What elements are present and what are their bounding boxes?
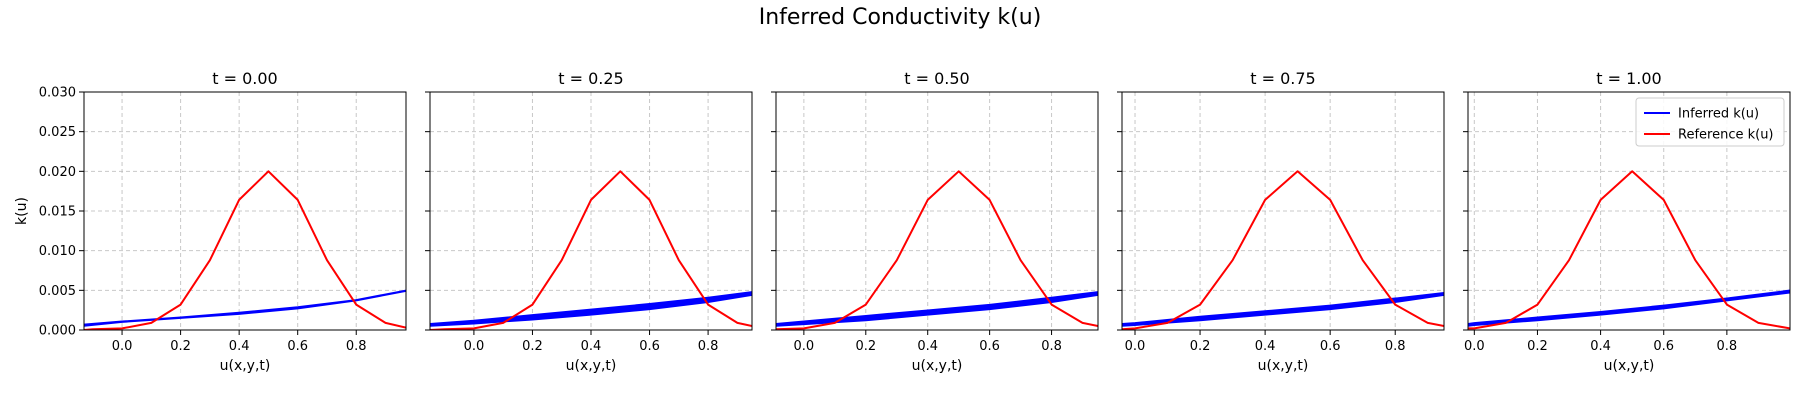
x-axis-label: u(x,y,t) xyxy=(566,358,617,374)
x-tick-label: 0.6 xyxy=(639,339,660,354)
series-inferred-band xyxy=(1122,291,1444,327)
x-tick-label: 0.4 xyxy=(581,339,602,354)
y-tick-label: 0.030 xyxy=(39,86,76,101)
series-group xyxy=(430,170,752,330)
y-tick-label: 0.015 xyxy=(39,205,76,220)
panel-4: 0.0 0.2 0.4 0.6 0.8 t = 1.00 u(x,y,t) Inferred … xyxy=(1463,69,1791,374)
y-tick-label: 0.005 xyxy=(39,284,76,299)
x-tick-label: 0.6 xyxy=(979,339,1000,354)
series-inferred-band xyxy=(84,289,406,327)
x-tick-label: 0.6 xyxy=(287,339,308,354)
x-tick-label: 0.2 xyxy=(855,339,876,354)
x-tick-label: 0.8 xyxy=(1717,339,1738,354)
x-tick-label: 0.8 xyxy=(698,339,719,354)
panel-title: t = 1.00 xyxy=(1596,69,1661,88)
series-reference-line xyxy=(430,170,752,330)
series-group xyxy=(776,170,1098,330)
legend: Inferred k(u) Reference k(u) xyxy=(1635,97,1785,147)
legend-box xyxy=(1635,97,1785,147)
x-tick-label: 0.4 xyxy=(917,339,938,354)
panel-1: 0.0 0.2 0.4 0.6 0.8 t = 0.25 u(x,y,t) xyxy=(425,69,753,374)
x-tick-label: 0.8 xyxy=(1041,339,1062,354)
x-axis-label: u(x,y,t) xyxy=(1258,358,1309,374)
series-reference-line xyxy=(776,170,1098,330)
legend-label: Reference k(u) xyxy=(1678,128,1774,143)
panel-3: 0.0 0.2 0.4 0.6 0.8 t = 0.75 u(x,y,t) xyxy=(1117,69,1445,374)
x-tick-label: 0.8 xyxy=(1385,339,1406,354)
series-reference-line xyxy=(1122,170,1444,330)
x-tick-label: 0.2 xyxy=(522,339,543,354)
series-reference-line xyxy=(1468,170,1790,330)
series-group xyxy=(1122,170,1444,330)
x-tick-label: 0.4 xyxy=(229,339,250,354)
series-reference-line xyxy=(84,170,406,330)
x-tick-label: 0.0 xyxy=(1125,339,1146,354)
series-group xyxy=(84,170,406,330)
x-tick-label: 0.2 xyxy=(170,339,191,354)
x-tick-label: 0.0 xyxy=(1464,339,1485,354)
panel-title: t = 0.00 xyxy=(212,69,277,88)
series-inferred-band xyxy=(776,291,1098,327)
y-tick-label: 0.010 xyxy=(39,244,76,259)
panel-0: 0.0 0.2 0.4 0.6 0.8 0.000 0.005 0.010 0.015 0.020… xyxy=(14,69,407,374)
x-tick-label: 0.2 xyxy=(1527,339,1548,354)
panel-2: 0.0 0.2 0.4 0.6 0.8 t = 0.50 u(x,y,t) xyxy=(771,69,1099,374)
x-tick-label: 0.6 xyxy=(1653,339,1674,354)
y-tick-label: 0.000 xyxy=(39,324,76,339)
x-tick-label: 0.4 xyxy=(1255,339,1276,354)
x-tick-label: 0.0 xyxy=(112,339,133,354)
panel-title: t = 0.50 xyxy=(904,69,969,88)
panel-title: t = 0.75 xyxy=(1250,69,1315,88)
x-tick-label: 0.8 xyxy=(346,339,367,354)
x-axis-label: u(x,y,t) xyxy=(220,358,271,374)
series-inferred-band xyxy=(1468,289,1790,327)
panel-title: t = 0.25 xyxy=(558,69,623,88)
x-tick-label: 0.4 xyxy=(1590,339,1611,354)
x-tick-label: 0.2 xyxy=(1190,339,1211,354)
grid xyxy=(776,91,1098,331)
y-tick-label: 0.025 xyxy=(39,125,76,140)
x-tick-label: 0.6 xyxy=(1320,339,1341,354)
legend-label: Inferred k(u) xyxy=(1678,107,1759,122)
panels: 0.0 0.2 0.4 0.6 0.8 0.000 0.005 0.010 0.015 0.020… xyxy=(14,69,1791,374)
series-group xyxy=(1468,170,1790,330)
x-axis-label: u(x,y,t) xyxy=(912,358,963,374)
x-tick-label: 0.0 xyxy=(794,339,815,354)
x-axis-label: u(x,y,t) xyxy=(1604,358,1655,374)
x-tick-label: 0.0 xyxy=(464,339,485,354)
grid xyxy=(84,91,406,331)
grid xyxy=(430,91,752,331)
grid xyxy=(1122,91,1444,331)
figure-suptitle: Inferred Conductivity k(u) xyxy=(759,5,1042,30)
y-tick-label: 0.020 xyxy=(39,165,76,180)
y-axis-label: k(u) xyxy=(14,197,30,225)
